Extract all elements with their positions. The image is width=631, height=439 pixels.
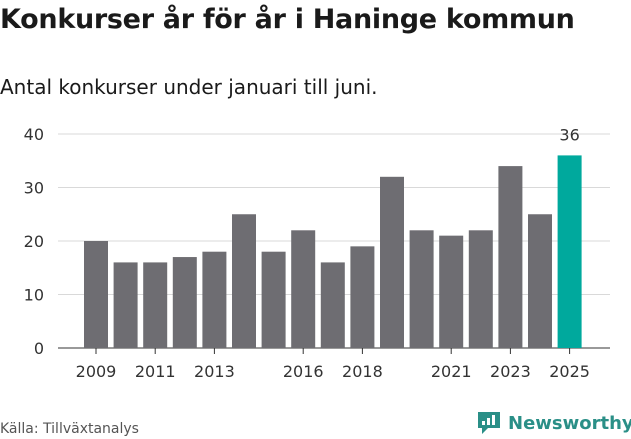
y-tick-label: 30 — [24, 179, 44, 198]
x-tick-label: 2018 — [342, 362, 383, 381]
bar-2020 — [409, 230, 434, 348]
x-tick-label: 2013 — [194, 362, 235, 381]
bar-2019 — [380, 176, 404, 348]
brand-name: Newsworthy — [508, 412, 631, 434]
brand-logo: Newsworthy — [476, 408, 631, 438]
bar-2023 — [498, 166, 523, 348]
bar-2025 — [557, 155, 582, 348]
x-tick-label: 2009 — [76, 362, 117, 381]
y-tick-label: 10 — [24, 286, 44, 305]
chart-subtitle: Antal konkurser under januari till juni. — [0, 75, 378, 99]
bar-2024 — [528, 214, 552, 348]
bar-2017 — [320, 262, 345, 348]
bar-2010 — [113, 262, 138, 348]
data-label: 36 — [559, 125, 579, 144]
y-tick-label: 20 — [24, 232, 44, 251]
newsworthy-logo-icon — [478, 412, 500, 434]
bar-2011 — [143, 262, 168, 348]
y-tick-label: 40 — [24, 125, 44, 144]
x-tick-label: 2025 — [549, 362, 590, 381]
chart-title: Konkurser år för år i Haninge kommun — [0, 4, 575, 35]
bar-2022 — [468, 230, 493, 348]
bar-2013 — [202, 251, 227, 348]
bar-2016 — [291, 230, 316, 348]
y-tick-label: 0 — [34, 339, 44, 358]
bar-2009 — [84, 241, 108, 348]
bar-2021 — [439, 235, 464, 348]
bar-2015 — [261, 251, 286, 348]
source-note: Källa: Tillväxtanalys — [0, 421, 139, 437]
bar-2018 — [350, 246, 375, 348]
x-tick-label: 2016 — [283, 362, 324, 381]
x-tick-label: 2023 — [490, 362, 531, 381]
x-tick-label: 2011 — [135, 362, 176, 381]
bar-2014 — [232, 214, 256, 348]
x-tick-label: 2021 — [431, 362, 472, 381]
bar-2012 — [172, 257, 197, 348]
